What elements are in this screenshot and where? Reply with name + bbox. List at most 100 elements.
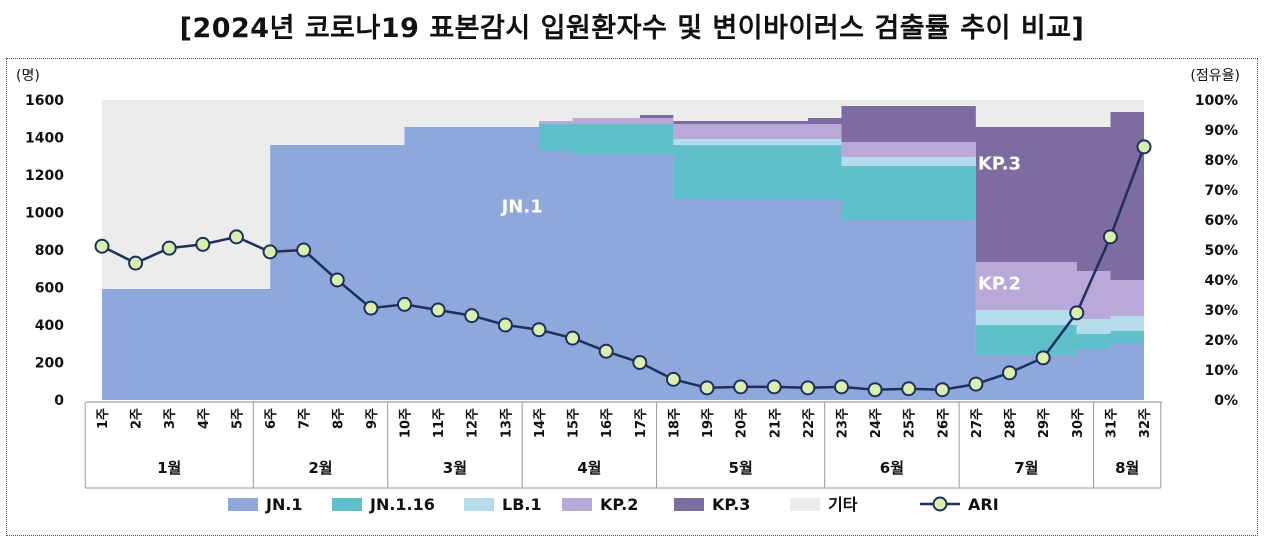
ari-point [397,296,413,312]
right-tick-label: 60% [1204,213,1238,229]
legend-marker [932,496,948,512]
week-label: 6주 [264,408,279,429]
legend-swatch [562,498,592,511]
week-label: 12주 [466,408,481,438]
ari-point [565,330,581,346]
ari-point [833,379,849,395]
right-tick-label: 90% [1204,123,1238,139]
legend-label: JN.1 [265,495,303,514]
ari-point [733,379,749,395]
ari-point [161,240,177,256]
week-label: 30주 [1071,408,1086,438]
area-label-jn-1: JN.1 [500,197,543,218]
ari-point [296,242,312,258]
week-label: 21주 [768,408,783,438]
right-tick-label: 50% [1204,243,1238,259]
left-axis-unit: (명) [16,68,40,84]
ari-point [800,380,816,396]
left-tick-label: 1000 [25,206,64,222]
ari-point [262,244,278,260]
week-label: 5주 [230,408,245,429]
legend-label: KP.3 [712,495,750,514]
x-axis: 1주 2주 3주 4주 5주 6주 7주 8주 9주 10주 11주 12주 13주 14주 15주 16주 1… [86,401,1162,438]
ari-point [699,380,715,396]
week-label: 31주 [1104,408,1119,438]
right-tick-label: 20% [1204,333,1238,349]
right-axis-unit: (점유율) [1190,68,1240,84]
chart-frame [6,58,1258,536]
week-label: 9주 [365,408,380,429]
week-label: 4주 [197,408,212,429]
area-label-kp-3: KP.3 [978,153,1021,174]
ari-point [766,379,782,395]
week-label: 32주 [1138,408,1153,438]
legend: JN.1 JN.1.16 LB.1 KP.2 KP.3 기타 ARI [228,495,999,514]
left-tick-label: 400 [35,318,64,334]
legend-swatch [674,498,704,511]
right-tick-label: 40% [1204,273,1238,289]
week-label: 17주 [634,408,649,438]
week-label: 22주 [802,408,817,438]
right-tick-label: 10% [1204,363,1238,379]
area-lb-1 [102,124,1144,334]
left-tick-label: 1400 [25,131,64,147]
week-label: 2주 [130,408,145,429]
right-tick-label: 100% [1195,93,1238,109]
area-kp-2 [102,118,1144,319]
ari-point [665,371,681,387]
month-label: 2월 [308,459,332,477]
week-label: 13주 [499,408,514,438]
ari-point [1002,365,1018,381]
ari-point [1102,229,1118,245]
week-label: 15주 [567,408,582,438]
legend-swatch [464,498,494,511]
legend-swatch [332,498,362,511]
ari-point [531,322,547,338]
week-label: 7주 [298,408,313,429]
week-label: 10주 [399,408,414,438]
ari-point [329,272,345,288]
legend-swatch [790,498,820,511]
chart-title: [2024년 코로나19 표본감시 입원환자수 및 변이바이러스 검출률 추이 … [179,13,1085,44]
ari-point [228,229,244,245]
ari-point [1035,350,1051,366]
ari-point [934,382,950,398]
ari-line-series [94,139,1152,398]
ari-point [195,236,211,252]
month-label: 7월 [1014,459,1038,477]
ari-point [1069,305,1085,321]
ari-point [901,381,917,397]
ari-point [1136,139,1152,155]
week-label: 19주 [701,408,716,438]
area-jn-1-16 [102,124,1144,355]
ari-point [598,343,614,359]
week-label: 29주 [1037,408,1052,438]
legend-label: LB.1 [502,495,542,514]
ari-point [968,376,984,392]
right-tick-label: 80% [1204,153,1238,169]
week-label: 23주 [835,408,850,438]
right-tick-label: 0% [1214,393,1238,409]
week-label: 28주 [1004,408,1019,438]
ari-point [497,317,513,333]
ari-point [464,308,480,324]
area- [102,100,1144,289]
week-label: 1주 [96,408,111,429]
area-label-kp-2: KP.2 [978,273,1021,294]
left-axis: 0 200 400 600 800 1000 1200 1400 1600 [25,93,64,409]
ari-point [867,382,883,398]
left-tick-label: 1600 [25,93,64,109]
week-label: 14주 [533,408,548,438]
area-labels: JN.1 KP.3 KP.2 [500,153,1021,294]
left-tick-label: 600 [35,281,64,297]
month-axis: 1월 2월 3월 4월 5월 6월 7월 8월 [84,402,1162,489]
ari-point [94,238,110,254]
week-label: 18주 [667,408,682,438]
right-axis: 0% 10% 20% 30% 40% 50% 60% 70% 80% 90% 100% [1195,93,1238,409]
month-label: 1월 [157,459,181,477]
week-label: 25주 [903,408,918,438]
legend-swatch [228,498,258,511]
week-label: 24주 [869,408,884,438]
week-label: 26주 [936,408,951,438]
